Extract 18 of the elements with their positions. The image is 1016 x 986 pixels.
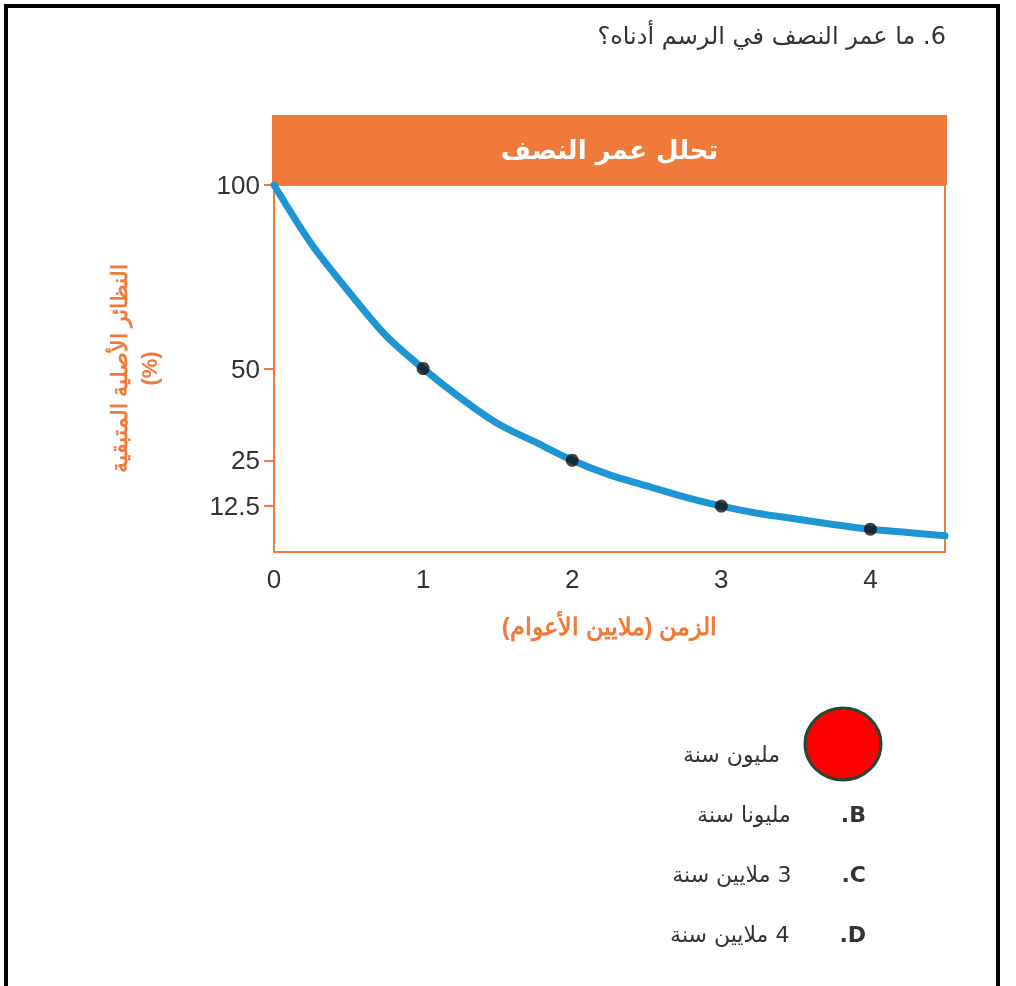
text: مليون سنة (682, 742, 780, 767)
point (863, 522, 877, 536)
x-tick-label: 0 (266, 564, 282, 594)
point (714, 499, 728, 513)
x-tick-label: 4 (863, 564, 878, 594)
x-tick-label: 1 (415, 564, 431, 594)
y-axis-title: النظائر الأصلية المتبقية (%) (104, 263, 162, 474)
y-tick-label: 25 (231, 445, 260, 476)
y-tick-label: 50 (231, 353, 260, 384)
y-tick-label: 100 (216, 170, 260, 200)
point (565, 453, 579, 467)
x-axis-title: الزمن (ملايين الأعوام) (501, 609, 718, 642)
chart-subtitle: 6. ما عمر النصف في الرسم أدناه؟ (597, 22, 946, 50)
point (416, 362, 430, 375)
x-tick-label: 2 (564, 564, 580, 594)
y-tick-label: 12.5 (209, 491, 260, 522)
chart-title: تحلل عمر النصف (272, 115, 947, 185)
x-tick-label: 3 (714, 564, 729, 594)
